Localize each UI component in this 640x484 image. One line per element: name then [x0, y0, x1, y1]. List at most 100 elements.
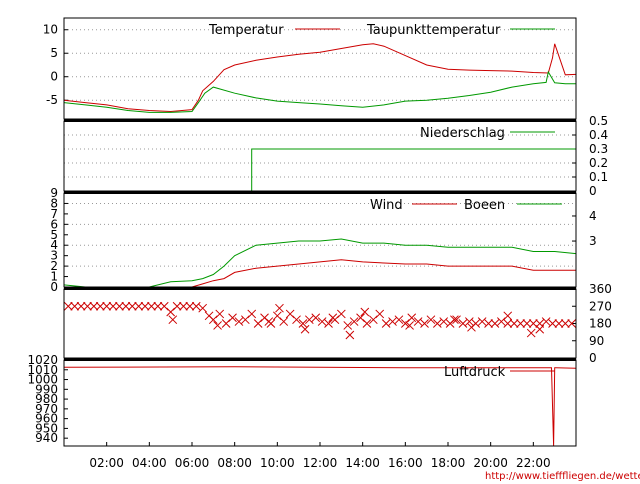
panel-separator — [64, 358, 576, 361]
wind-direction-point — [452, 315, 461, 325]
wind-direction-point — [484, 319, 493, 328]
legend-label: Temperatur — [208, 23, 284, 38]
x-tick-label: 22:00 — [516, 456, 551, 470]
wind-direction-point — [115, 301, 124, 311]
wind-direction-point — [83, 301, 92, 311]
wind-direction-point — [292, 315, 301, 325]
wind-direction-point — [324, 319, 333, 328]
wind-direction-point — [535, 324, 545, 334]
panel-2: 0.50.40.30.20.10 Niederschlag — [63, 114, 608, 198]
wind-direction-point — [467, 322, 476, 332]
x-tick-label: 12:00 — [303, 456, 338, 470]
series-boeen-line — [63, 238, 577, 288]
wind-direction-point — [426, 315, 436, 325]
x-tick-label: 02:00 — [89, 456, 124, 470]
wind-direction-point — [317, 317, 327, 326]
wind-direction-point — [215, 309, 225, 319]
wind-direction-point — [522, 319, 532, 328]
y-tick-label-right: 0.2 — [589, 156, 608, 170]
wind-direction-point — [213, 321, 222, 330]
wind-direction-point — [405, 321, 414, 330]
y-tick-label: 7 — [50, 207, 58, 221]
wind-direction-point — [407, 313, 417, 323]
y-tick-label: 1020 — [27, 353, 58, 367]
series-wind-line — [64, 259, 576, 288]
wind-direction-point — [541, 317, 551, 326]
wind-direction-point — [388, 317, 397, 326]
y-tick-label: 0 — [50, 70, 58, 84]
wind-direction-point — [450, 315, 459, 325]
y-tick-label: 10 — [43, 23, 58, 37]
y-tick-label: 0 — [50, 280, 58, 294]
wind-direction-point — [191, 301, 201, 311]
y-tick-label-right: 0 — [589, 184, 597, 198]
wind-direction-point — [548, 319, 557, 328]
wind-direction-point — [172, 301, 182, 311]
wind-direction-point — [89, 301, 99, 311]
y-tick-label: 9 — [50, 186, 58, 200]
wind-direction-point — [362, 319, 372, 328]
y-tick-label-right: 4 — [589, 209, 597, 223]
y-tick-label-right: 0.5 — [589, 114, 608, 128]
x-tick-label: 20:00 — [473, 456, 508, 470]
y-tick-label-right: 180 — [589, 317, 612, 331]
wind-direction-point — [343, 321, 353, 330]
wind-direction-point — [554, 319, 564, 328]
y-tick-label-right: 0 — [589, 351, 597, 365]
wind-direction-point — [102, 301, 112, 311]
y-tick-label: 5 — [50, 46, 58, 60]
wind-direction-point — [70, 301, 80, 311]
wind-direction-point — [526, 328, 536, 338]
legend-label: Wind — [370, 198, 403, 213]
series-temperatur-line — [63, 43, 577, 113]
wind-direction-point — [185, 301, 195, 311]
wind-direction-point — [304, 315, 314, 325]
wind-direction-point — [179, 301, 188, 311]
wind-direction-point — [503, 311, 513, 321]
wind-direction-point — [509, 319, 519, 328]
panel-separator — [64, 191, 576, 194]
y-tick-label-right: 3 — [589, 234, 597, 248]
series-taupunkttemperatur-line — [63, 70, 576, 113]
y-tick-label-right: 0.1 — [589, 170, 608, 184]
wind-direction-point — [477, 317, 487, 326]
wind-direction-point — [345, 330, 355, 340]
legend-label: Boeen — [464, 198, 505, 213]
wind-direction-point — [464, 317, 474, 326]
x-axis: 02:00 04:00 06:00 08:00 10:00 12:00 14:00 16:00… — [89, 442, 551, 470]
wind-direction-point — [108, 301, 118, 311]
wind-direction-point — [228, 313, 237, 323]
wind-direction-point — [134, 301, 144, 311]
wind-direction-point — [63, 301, 73, 311]
y-tick-label: 1000 — [27, 373, 58, 387]
wind-direction-point — [349, 317, 359, 326]
legend-label: Niederschlag — [420, 126, 505, 141]
y-tick-label-right: 360 — [589, 282, 612, 296]
wind-direction-point — [140, 301, 150, 311]
y-tick-label-right: 90 — [589, 334, 604, 348]
wind-direction-point — [279, 317, 289, 326]
y-tick-label-right: 0.4 — [589, 128, 608, 142]
x-tick-label: 18:00 — [431, 456, 466, 470]
y-tick-label: 960 — [35, 412, 58, 426]
wind-direction-point — [490, 319, 500, 328]
wind-direction-point — [198, 303, 208, 313]
wind-direction-point — [275, 303, 284, 313]
footer-url[interactable]: http://www.tiefffliegen.de/wetter/ — [485, 466, 640, 484]
wind-direction-point — [567, 319, 577, 328]
y-tick-label: 990 — [35, 382, 58, 396]
panel-4: 360 270 180 90 0 — [63, 282, 612, 365]
y-tick-label: 4 — [50, 238, 58, 252]
wind-direction-point — [127, 301, 137, 311]
wind-direction-point — [121, 301, 131, 311]
y-tick-label-right: 0.3 — [589, 142, 608, 156]
wind-direction-point — [76, 301, 86, 311]
wind-direction-point — [168, 315, 178, 325]
y-tick-label: 8 — [50, 196, 58, 210]
footer-url-text[interactable]: http://www.tiefffliegen.de/wetter/ — [485, 471, 640, 482]
y-tick-label: 950 — [35, 421, 58, 435]
y-tick-label: 970 — [35, 402, 58, 416]
x-tick-label: 16:00 — [388, 456, 423, 470]
